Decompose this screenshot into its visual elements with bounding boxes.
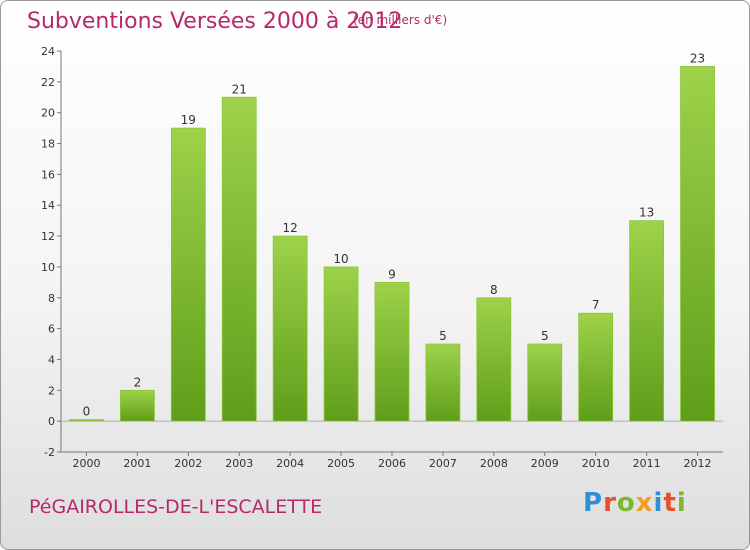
y-tick-label: 10 — [41, 261, 55, 274]
y-tick-label: 6 — [48, 323, 55, 336]
bar — [119, 389, 155, 422]
x-tick-label: 2005 — [327, 457, 355, 470]
value-label: 0 — [83, 405, 91, 419]
value-label: 2 — [134, 375, 142, 389]
value-label: 8 — [490, 283, 498, 297]
proxiti-logo: Proxiti — [583, 488, 687, 518]
y-tick-label: 16 — [41, 168, 55, 181]
value-label: 23 — [690, 51, 705, 65]
y-tick-label: 0 — [48, 415, 55, 428]
value-label: 21 — [232, 82, 247, 96]
bar — [170, 127, 206, 422]
bar — [578, 312, 614, 422]
chart-title: Subventions Versées 2000 à 2012 — [27, 9, 403, 34]
chart-unit: (en milliers d'€) — [353, 13, 448, 27]
bar — [527, 343, 563, 422]
logo-letter: i — [676, 488, 687, 518]
x-tick-label: 2002 — [174, 457, 202, 470]
x-tick-label: 2000 — [72, 457, 100, 470]
value-label: 7 — [592, 298, 600, 312]
value-label: 10 — [333, 252, 348, 266]
logo-letter: o — [616, 488, 636, 518]
x-tick-label: 2008 — [480, 457, 508, 470]
bar — [272, 235, 308, 422]
y-tick-label: 2 — [48, 384, 55, 397]
y-tick-label: 8 — [48, 292, 55, 305]
y-tick-label: -2 — [44, 446, 55, 459]
logo-letter: t — [663, 488, 677, 518]
logo-letter: i — [653, 488, 664, 518]
place-name: PéGAIROLLES-DE-L'ESCALETTE — [29, 496, 323, 518]
logo-letter: x — [635, 488, 654, 518]
y-tick-label: 22 — [41, 76, 55, 89]
bar — [629, 220, 665, 422]
value-label: 12 — [283, 221, 298, 235]
logo-letter: P — [583, 488, 604, 518]
x-tick-label: 2010 — [582, 457, 610, 470]
logo-letter: r — [603, 488, 617, 518]
x-tick-label: 2001 — [123, 457, 151, 470]
bar — [221, 96, 257, 422]
bar — [476, 297, 512, 422]
x-tick-label: 2006 — [378, 457, 406, 470]
y-tick-label: 20 — [41, 107, 55, 120]
value-label: 5 — [439, 329, 447, 343]
value-label: 9 — [388, 267, 396, 281]
x-tick-label: 2004 — [276, 457, 304, 470]
y-tick-label: 12 — [41, 230, 55, 243]
y-tick-label: 18 — [41, 138, 55, 151]
y-tick-label: 4 — [48, 353, 55, 366]
bar — [374, 281, 410, 422]
x-tick-label: 2009 — [531, 457, 559, 470]
x-tick-label: 2007 — [429, 457, 457, 470]
x-tick-label: 2011 — [633, 457, 661, 470]
value-label: 5 — [541, 329, 549, 343]
value-label: 13 — [639, 206, 654, 220]
y-tick-label: 24 — [41, 45, 55, 58]
y-tick-label: 14 — [41, 199, 55, 212]
x-tick-label: 2003 — [225, 457, 253, 470]
x-tick-label: 2012 — [684, 457, 712, 470]
bar — [323, 266, 359, 422]
value-label: 19 — [181, 113, 196, 127]
bar — [69, 419, 104, 422]
bar — [680, 66, 715, 422]
bar — [425, 343, 461, 422]
